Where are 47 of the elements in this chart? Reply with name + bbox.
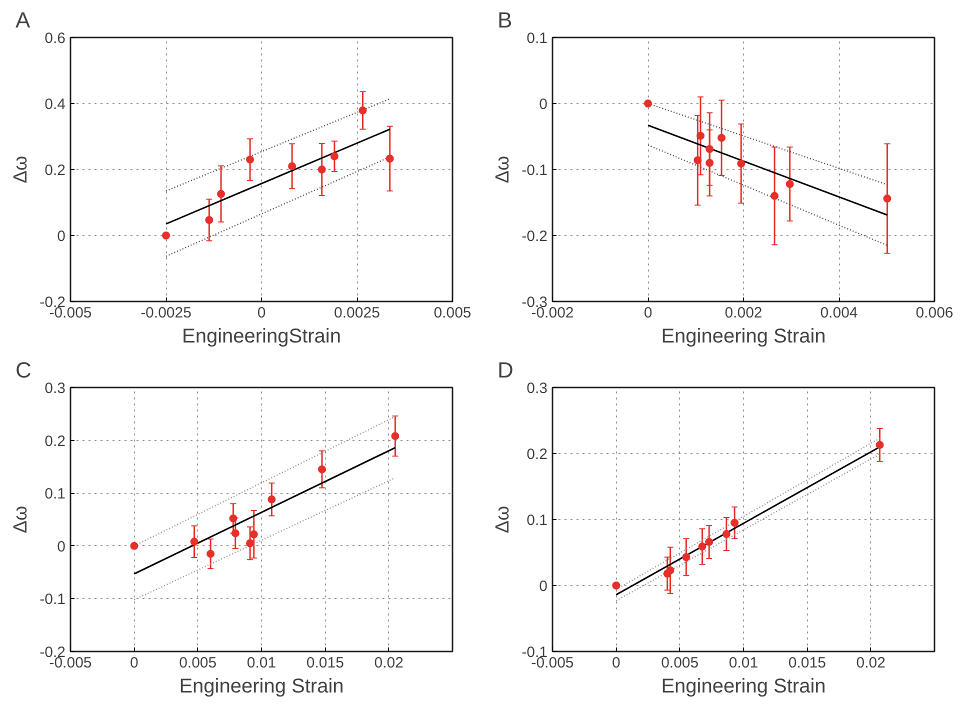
x-tick-label: 0.02	[856, 654, 886, 672]
y-tick-label: 0	[539, 578, 548, 595]
y-tick-label: 0.3	[44, 380, 66, 397]
x-axis-title: EngineeringStrain	[182, 326, 342, 348]
x-tick-label: 0.005	[434, 304, 472, 322]
x-tick-label: 0.0025	[334, 304, 380, 322]
y-axis-title: Δω	[10, 506, 32, 534]
y-tick-label: 0.6	[44, 30, 66, 47]
y-tick-label: 0.3	[526, 380, 548, 397]
x-tick-label: 0.005	[661, 654, 699, 672]
y-tick-label: 0.2	[526, 446, 548, 463]
x-tick-label: 0	[644, 304, 652, 322]
x-axis-title: Engineering Strain	[661, 326, 826, 348]
y-tick-label: 0.2	[44, 162, 66, 179]
y-tick-label: -0.2	[522, 228, 548, 245]
x-tick-label: 0.002	[724, 304, 762, 322]
y-tick-label: 0.4	[44, 96, 66, 113]
x-axis-title: Engineering Strain	[661, 676, 826, 698]
y-axis-title: Δω	[492, 156, 514, 184]
y-axis-title: Δω	[492, 506, 514, 534]
y-tick-label: -0.1	[40, 591, 66, 608]
x-tick-label: 0.004	[820, 304, 858, 322]
y-tick-label: 0.1	[44, 486, 66, 503]
chart-title: A	[16, 8, 30, 32]
chart-title: C	[16, 358, 32, 382]
x-tick-label: 0.015	[306, 654, 344, 672]
x-tick-label: -0.0025	[140, 304, 192, 322]
chart-title: D	[498, 358, 514, 382]
x-tick-label: 0	[612, 654, 620, 672]
x-tick-label: 0	[130, 654, 138, 672]
x-tick-label: 0.006	[916, 304, 954, 322]
x-tick-label: 0.015	[788, 654, 826, 672]
y-tick-label: 0	[539, 96, 548, 113]
y-axis-title: Δω	[10, 156, 32, 184]
y-tick-label: 0	[57, 228, 66, 245]
y-tick-label: 0.1	[526, 30, 548, 47]
x-tick-label: 0.01	[246, 654, 276, 672]
x-tick-label: 0	[257, 304, 266, 322]
x-tick-label: 0.02	[374, 654, 404, 672]
y-tick-label: -0.1	[522, 162, 548, 179]
x-axis-title: Engineering Strain	[179, 676, 344, 698]
x-tick-label: 0.005	[179, 654, 217, 672]
chart-title: B	[498, 8, 512, 32]
y-tick-label: 0	[57, 538, 66, 556]
x-tick-label: 0.01	[728, 654, 758, 672]
y-tick-label: 0.2	[44, 432, 66, 450]
y-tick-label: 0.1	[526, 512, 548, 529]
